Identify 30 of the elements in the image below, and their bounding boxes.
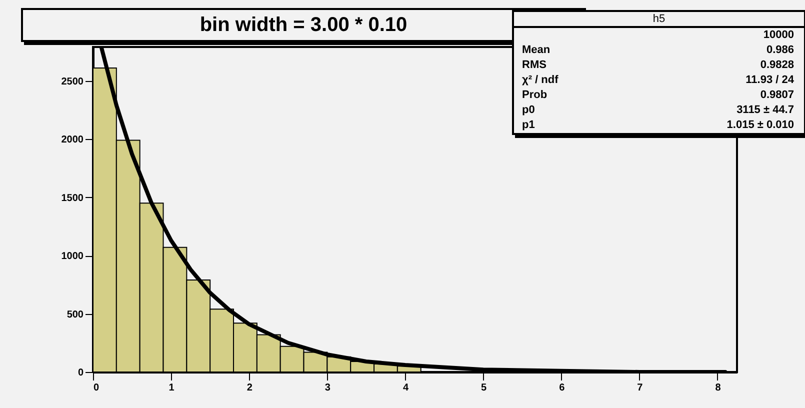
annotation: RMS (522, 58, 546, 73)
x-tick-label: 4 (402, 382, 409, 394)
annotation: p0 (522, 103, 535, 118)
y-tick-label: 1500 (61, 192, 84, 204)
x-tick-label: 0 (94, 382, 100, 394)
y-tick-label: 500 (66, 309, 84, 320)
annotation: Mean (522, 43, 550, 58)
x-tick-label: 3 (324, 382, 331, 394)
y-tick-label: 2000 (61, 134, 84, 146)
chart-title: bin width = 3.00 * 0.10 (21, 8, 586, 42)
x-tick-label: 8 (715, 382, 722, 394)
y-tick-label: 2500 (61, 76, 84, 88)
x-tick-label: 5 (481, 382, 488, 394)
x-tick-label: 2 (246, 382, 253, 394)
text: 11.93 / 24 (746, 73, 794, 88)
text: h5 (514, 12, 804, 28)
x-tick-label: 7 (637, 382, 644, 394)
annotation: Prob (522, 88, 548, 103)
text: 0.9807 (760, 88, 794, 103)
text: 0.9828 (760, 58, 794, 73)
text: 10000 (763, 28, 794, 43)
annotation: 1.015 ± 0.010 (726, 118, 794, 133)
x-tick-label: 1 (168, 382, 175, 394)
y-tick-label: 0 (78, 368, 84, 378)
y-tick-label: 1000 (61, 251, 84, 262)
annotation: p1 (522, 118, 535, 133)
text: 0.986 (766, 43, 794, 58)
x-tick-label: 6 (559, 382, 566, 394)
annotation: χ² / ndf (522, 73, 558, 88)
annotation: 3115 ± 44.7 (736, 103, 794, 118)
